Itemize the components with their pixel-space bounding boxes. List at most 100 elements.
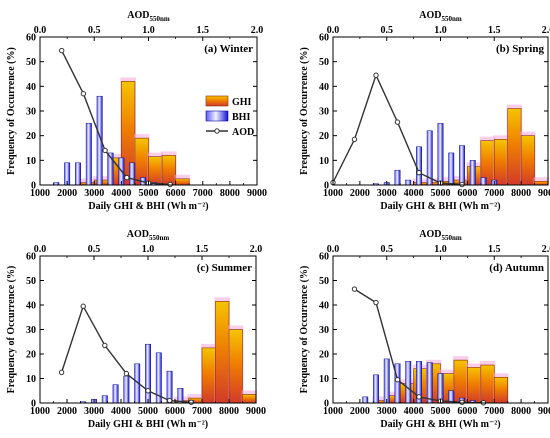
bhi-bar [480, 177, 487, 186]
aod-point [102, 342, 108, 349]
x-tick-label: 5000 [431, 188, 451, 199]
x-tick-label: 9000 [246, 406, 266, 417]
ghi-bar [242, 394, 257, 404]
top-tick-label: 1.0 [142, 25, 155, 36]
top-tick-label: 1.0 [142, 244, 155, 255]
x-tick-label: 7000 [193, 188, 213, 199]
legend-aod-marker [214, 128, 220, 134]
top-tick-label: 1.0 [434, 25, 447, 36]
x-tick-label: 1000 [30, 406, 50, 417]
bhi-bar [362, 396, 369, 404]
ghi-bar [534, 181, 549, 186]
x-tick-label: 1000 [30, 188, 50, 199]
aod-point [416, 394, 422, 400]
x-tick-label: 9000 [538, 406, 550, 417]
y-tick-label: 60 [319, 33, 329, 44]
top-tick-label: 1.5 [488, 25, 501, 36]
y-tick-label: 40 [319, 301, 329, 312]
aod-point [145, 388, 151, 394]
x-tick-label: 2000 [350, 188, 370, 199]
x-tick-label: 4000 [111, 188, 131, 199]
x-tick-label: 6000 [165, 406, 185, 417]
panel-label: (d) Autumn [489, 262, 544, 274]
aod-point [394, 377, 401, 383]
aod-point [166, 397, 173, 404]
ghi-bar [453, 359, 468, 404]
bhi-bar [373, 374, 379, 404]
y-tick-label: 10 [26, 156, 36, 167]
bhi-bar [437, 123, 444, 186]
bhi-bar [426, 362, 433, 404]
ghi-bar [161, 155, 176, 186]
y-tick-label: 0 [324, 399, 329, 410]
y-tick-label: 60 [319, 252, 329, 263]
ghi-bar-halo [426, 178, 442, 185]
panel-label: (b) Spring [496, 43, 544, 55]
panel-2: 1000 2000 3000 4000 5000 6000 7000 8000 9000 0 10 2… [299, 10, 550, 212]
top-axis-title: AOD550nm [127, 229, 170, 242]
y-tick-label: 40 [319, 82, 329, 93]
top-tick-label: 0.5 [88, 244, 101, 255]
top-tick-label: 0.0 [34, 25, 47, 36]
y-axis-title: Frequency of Occurrence (%) [299, 266, 310, 394]
top-tick-label: 0.0 [34, 244, 47, 255]
top-tick-label: 0.5 [381, 244, 394, 255]
ghi-bar [201, 347, 216, 404]
aod-point [80, 303, 86, 309]
legend-bhi-swatch [205, 110, 229, 122]
bhi-bar [383, 358, 390, 404]
ghi-bar [493, 376, 508, 404]
aod-point [58, 369, 65, 376]
ghi-bar-halo [372, 396, 388, 403]
bhi-bar [75, 162, 81, 186]
y-tick-label: 10 [319, 156, 329, 167]
y-tick-label: 0 [31, 181, 36, 192]
aod-point [59, 47, 65, 54]
x-axis-title: Daily GHI & BHI (Wh m⁻²) [380, 201, 500, 212]
top-tick-label: 0.0 [327, 25, 340, 36]
x-tick-label: 3000 [84, 406, 104, 417]
bhi-bar [448, 152, 455, 186]
legend-aod-label: AOD [232, 127, 254, 138]
y-axis-title: Frequency of Occurrence (%) [6, 266, 17, 394]
y-tick-label: 20 [26, 350, 36, 361]
x-tick-label: 4000 [404, 406, 424, 417]
x-tick-label: 7000 [484, 188, 504, 199]
bhi-bar [112, 384, 119, 404]
aod-point [394, 119, 401, 125]
x-tick-label: 6000 [166, 188, 186, 199]
y-tick-label: 60 [26, 33, 36, 44]
y-tick-label: 10 [26, 374, 36, 385]
ghi-bar [175, 178, 190, 186]
x-tick-label: 3000 [377, 188, 397, 199]
bhi-bar [469, 160, 476, 186]
y-tick-label: 30 [319, 325, 329, 336]
y-tick-label: 50 [26, 276, 36, 287]
legend-ghi-swatch [205, 95, 229, 107]
x-tick-label: 5000 [138, 406, 158, 417]
top-tick-label: 1.5 [488, 244, 501, 255]
top-tick-label: 0.0 [327, 244, 340, 255]
y-tick-label: 20 [319, 350, 329, 361]
aod-point [373, 299, 379, 306]
x-tick-label: 7000 [192, 406, 212, 417]
x-tick-label: 9000 [247, 188, 267, 199]
top-tick-label: 0.5 [88, 25, 101, 36]
y-tick-label: 50 [26, 57, 36, 68]
bhi-bar [85, 123, 92, 186]
bhi-bar [459, 145, 465, 186]
x-tick-label: 3000 [377, 406, 397, 417]
aod-point [123, 370, 130, 377]
panel-4: 1000 2000 3000 4000 5000 6000 7000 8000 9000 0 10 2… [299, 229, 550, 430]
ghi-bar [480, 364, 495, 404]
bhi-bar [145, 343, 151, 404]
x-tick-label: 9000 [538, 188, 550, 199]
panel-1: 1000 2000 3000 4000 5000 6000 7000 8000 9000 0 10 2… [6, 10, 267, 212]
top-tick-label: 2.0 [542, 244, 550, 255]
y-tick-label: 20 [26, 131, 36, 142]
ghi-bar [228, 329, 243, 404]
bhi-bar [416, 146, 422, 186]
x-tick-label: 4000 [111, 406, 131, 417]
ghi-bar [215, 301, 230, 404]
bhi-bar [405, 179, 412, 186]
